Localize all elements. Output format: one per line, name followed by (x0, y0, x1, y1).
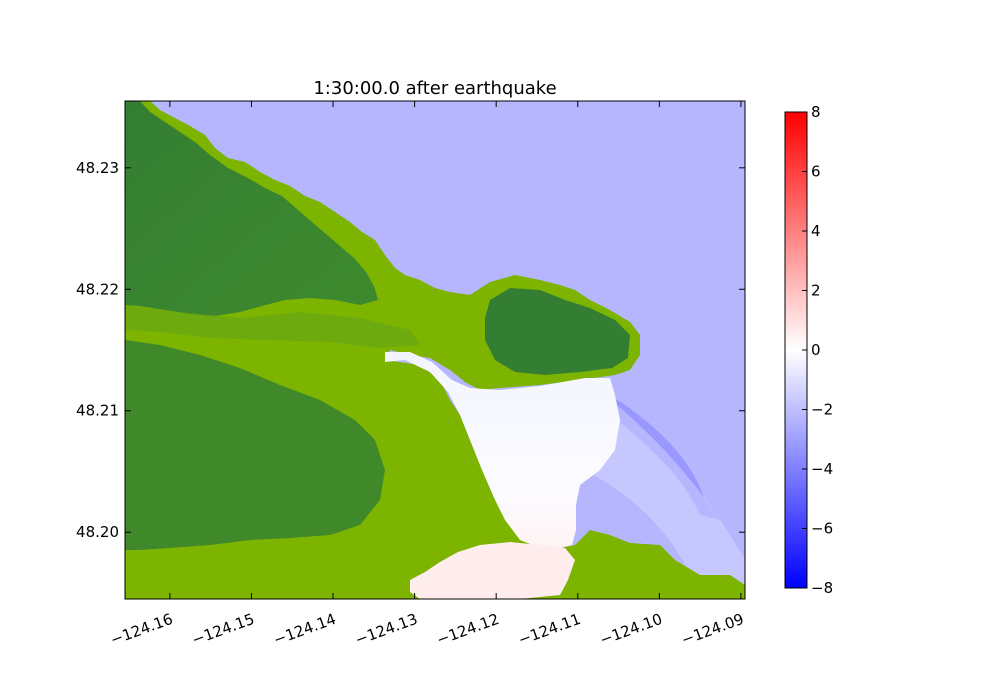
colorbar-tick-label: −2 (811, 401, 833, 419)
plot-frame (124, 100, 746, 600)
land-dense-south (125, 340, 385, 550)
x-tick-label: −124.14 (271, 610, 338, 649)
colorbar-tick-label: 4 (811, 222, 821, 240)
land-ridge (125, 305, 420, 348)
colorbar-tick-label: −6 (811, 520, 833, 538)
island-vegetation (485, 288, 630, 375)
land-dense-vegetation (125, 101, 378, 316)
y-axis: 48.20 48.21 48.22 48.23 (76, 159, 745, 541)
inlet-positive-patch (410, 542, 575, 599)
wave-front (605, 395, 720, 520)
y-tick-label: 48.23 (76, 159, 119, 177)
colorbar-tick-label: −8 (811, 579, 833, 597)
colorbar-tick-label: 6 (811, 163, 821, 181)
plot-area (125, 101, 745, 599)
wave-shading (585, 380, 745, 599)
chart-title: 1:30:00.0 after earthquake (313, 78, 556, 99)
harbor-water (385, 352, 620, 548)
x-tick-label: −124.15 (190, 610, 257, 649)
x-tick-label: −124.11 (516, 610, 583, 649)
colorbar-tick-label: 8 (811, 103, 821, 121)
y-tick-label: 48.22 (76, 280, 119, 298)
x-tick-label: −124.16 (108, 610, 175, 649)
colorbar-tick-label: 2 (811, 282, 821, 300)
x-tick-label: −124.13 (353, 610, 420, 649)
x-tick-label: −124.12 (434, 610, 501, 649)
x-tick-label: −124.10 (597, 610, 664, 649)
colorbar-tick-label: −4 (811, 460, 833, 478)
y-tick-label: 48.20 (76, 523, 119, 541)
colorbar-tick-label: 0 (811, 341, 821, 359)
colorbar: 8 6 4 2 0 −2 −4 −6 −8 (784, 103, 833, 597)
y-tick-label: 48.21 (76, 402, 119, 420)
x-tick-label: −124.09 (679, 610, 746, 649)
colorbar-ticks: 8 6 4 2 0 −2 −4 −6 −8 (802, 103, 833, 597)
